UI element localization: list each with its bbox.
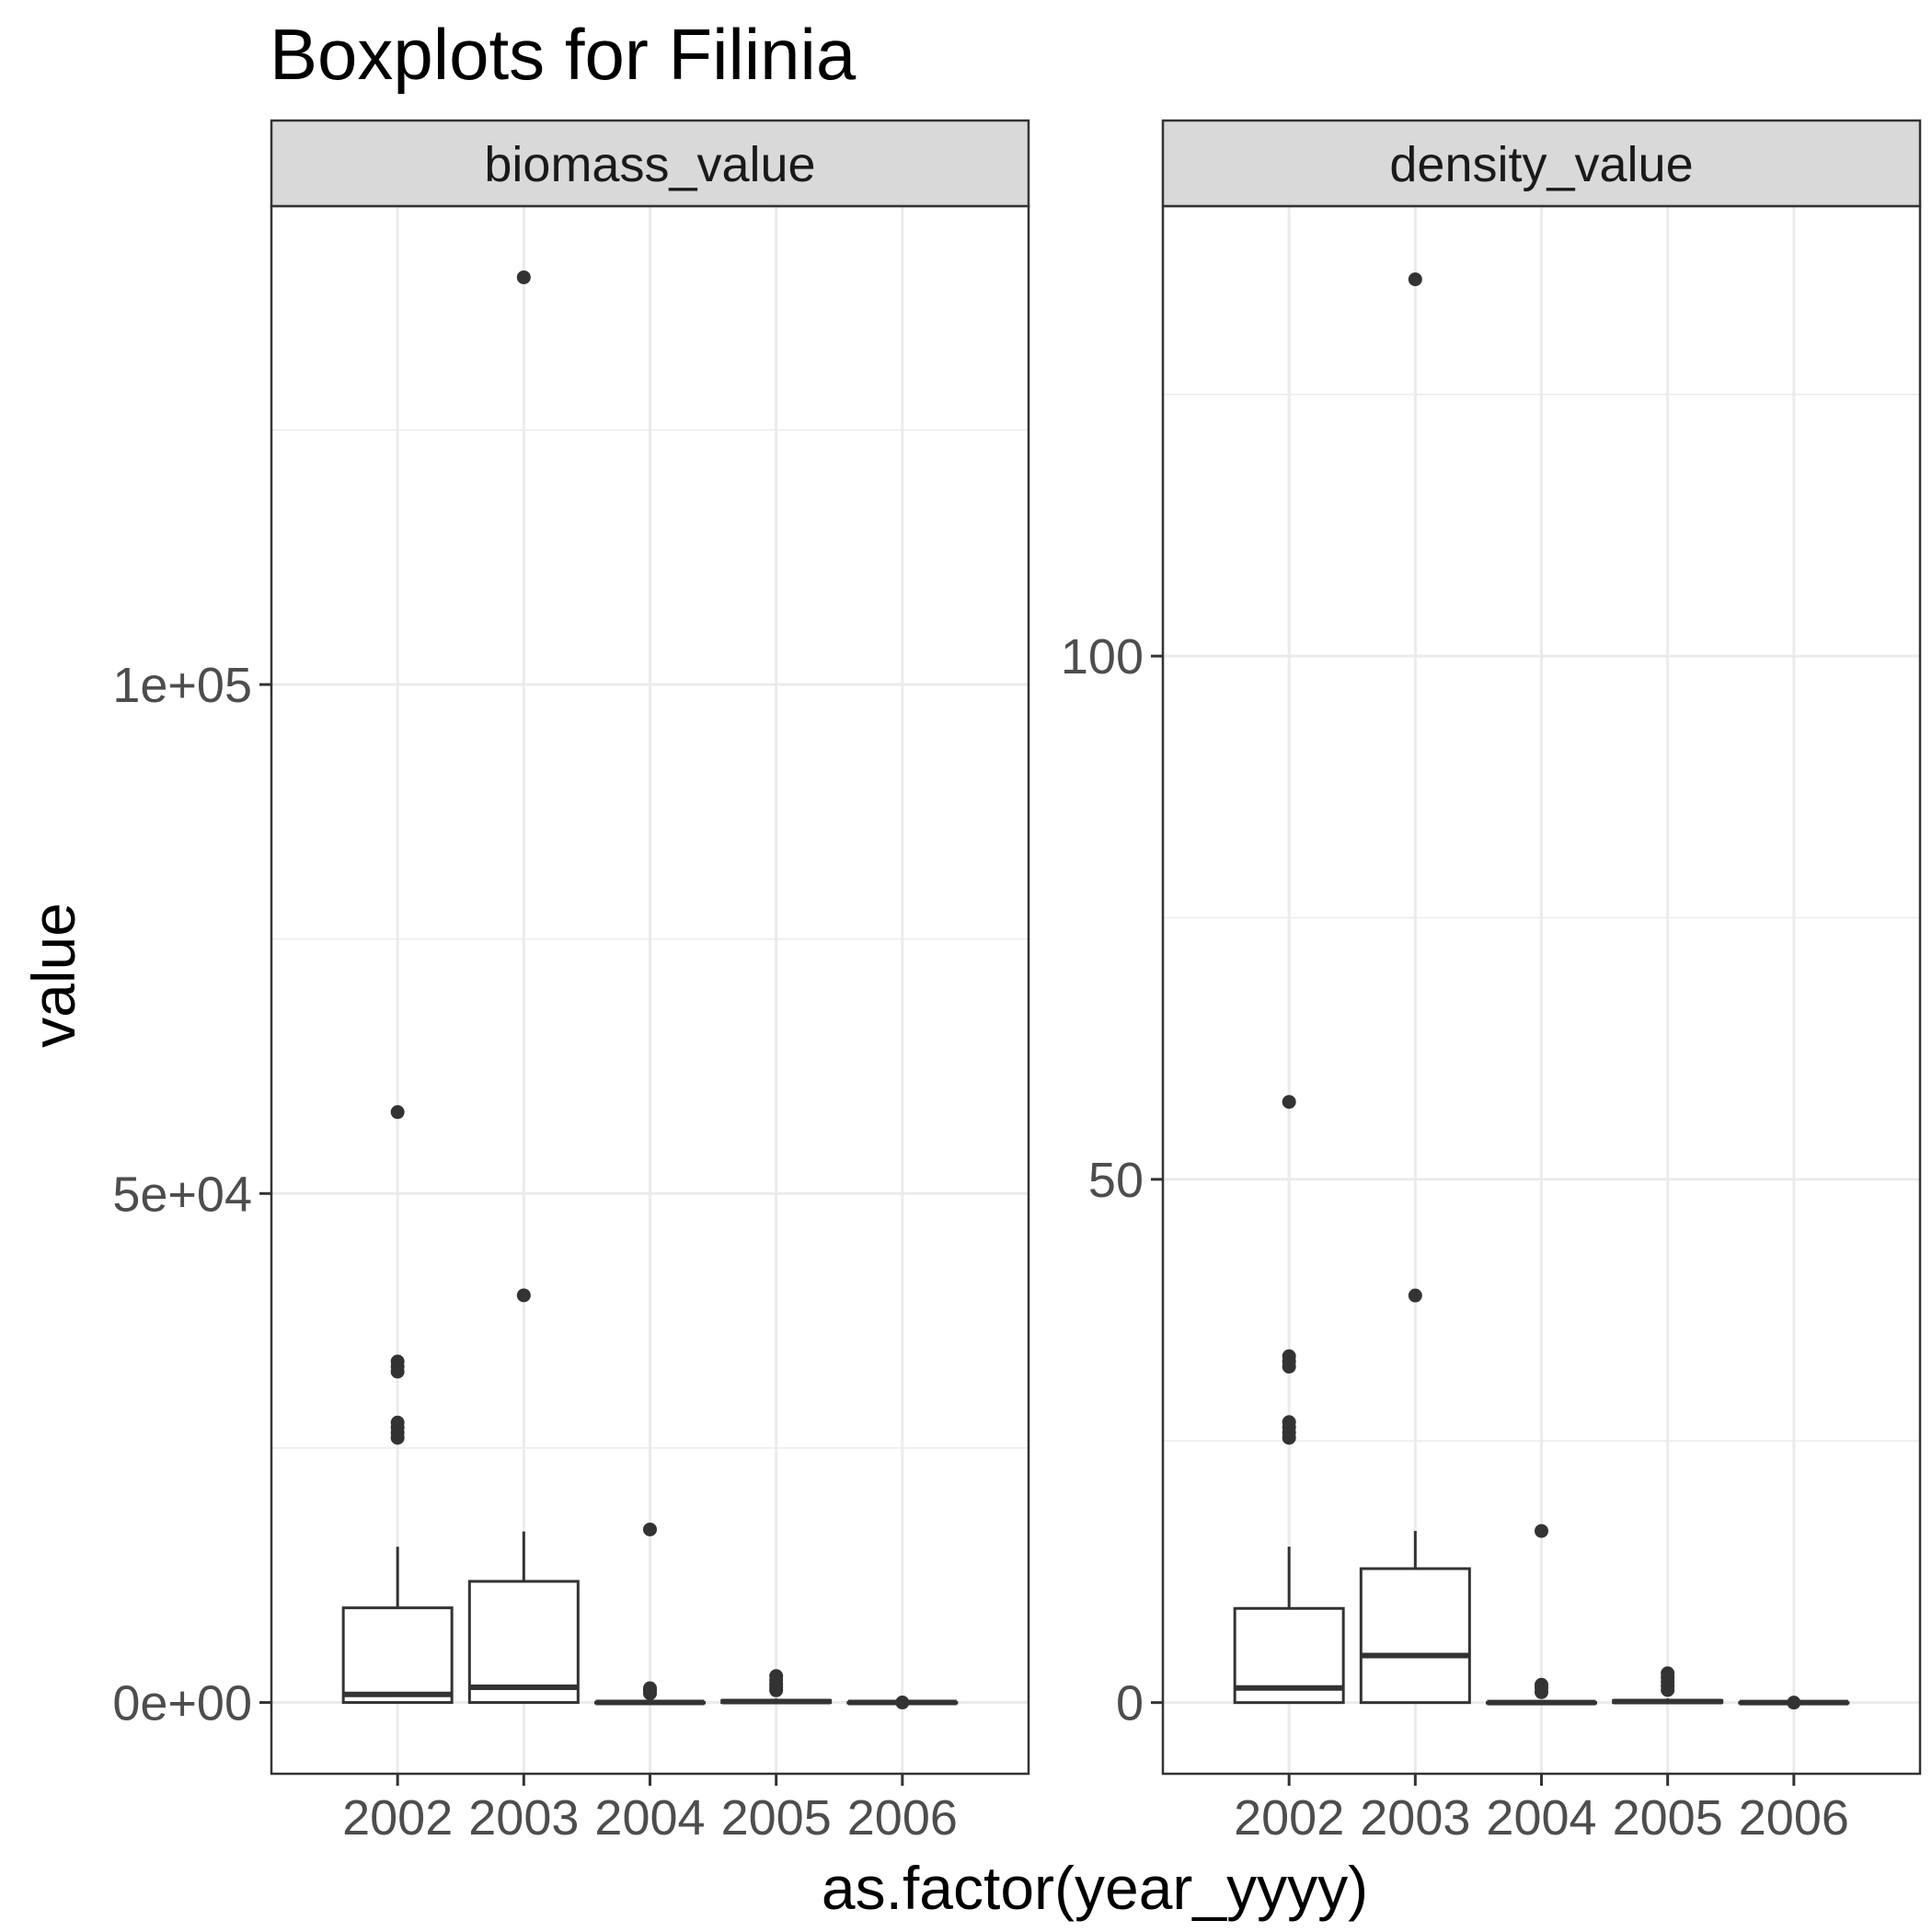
chart-title: Boxplots for Filinia	[270, 14, 857, 95]
facet-strip-label: density_value	[1389, 137, 1693, 192]
outlier-point	[390, 1354, 405, 1369]
box-2005	[1612, 1666, 1724, 1705]
y-tick-label: 1e+05	[112, 658, 252, 713]
box-2002	[341, 1105, 454, 1705]
outlier-point	[1787, 1696, 1801, 1710]
outlier-point	[1661, 1666, 1675, 1681]
outlier-point	[516, 1288, 531, 1303]
outlier-point	[390, 1105, 405, 1120]
outlier-point	[895, 1696, 910, 1710]
box-2004	[1486, 1524, 1597, 1706]
outlier-point	[1282, 1415, 1296, 1430]
outlier-point	[643, 1522, 657, 1536]
x-tick-label: 2005	[721, 1790, 832, 1846]
facet-panels: biomass_value 0e+00 5e+04 1e+05 2002 2003 2004…	[112, 119, 1922, 1846]
outlier-point	[769, 1669, 784, 1684]
outlier-point	[516, 270, 531, 284]
box-2003	[467, 270, 580, 1705]
box-2004	[594, 1522, 706, 1706]
outlier-point	[1282, 1095, 1296, 1110]
facet-strip	[1161, 119, 1922, 208]
box-2006	[1738, 1696, 1850, 1710]
y-tick-label: 100	[1061, 629, 1144, 684]
x-axis-title: as.factor(year_yyyy)	[822, 1854, 1368, 1922]
facet-strip	[270, 119, 1030, 208]
box-2002	[1233, 1095, 1345, 1705]
x-tick-label: 2002	[342, 1790, 453, 1846]
x-tick-label: 2002	[1234, 1790, 1344, 1846]
y-tick-label: 5e+04	[112, 1167, 252, 1222]
y-tick-label: 50	[1088, 1153, 1144, 1208]
y-axis-title: value	[19, 903, 87, 1048]
y-tick-label: 0e+00	[112, 1676, 252, 1731]
facet-panel-density_value: density_value 0 50 100 2002 2003 2004 2005 2006	[1061, 119, 1922, 1846]
outlier-point	[1408, 272, 1422, 287]
box-2003	[1359, 272, 1471, 1705]
box-2005	[720, 1669, 833, 1705]
x-tick-label: 2005	[1613, 1790, 1723, 1846]
facet-strip-label: biomass_value	[484, 137, 815, 192]
x-tick-label: 2003	[1360, 1790, 1470, 1846]
box-rect	[467, 1580, 580, 1705]
outlier-point	[1282, 1349, 1296, 1363]
facet-panel-biomass_value: biomass_value 0e+00 5e+04 1e+05 2002 2003 2004…	[112, 119, 1030, 1846]
x-tick-label: 2004	[594, 1790, 705, 1846]
box-rect	[341, 1606, 454, 1705]
outlier-point	[390, 1415, 405, 1430]
outlier-point	[1408, 1288, 1422, 1303]
x-tick-label: 2004	[1486, 1790, 1596, 1846]
box-rect	[1359, 1567, 1471, 1705]
outlier-point	[1535, 1677, 1548, 1692]
y-tick-label: 0	[1116, 1676, 1144, 1731]
x-tick-label: 2003	[468, 1790, 579, 1846]
outlier-point	[643, 1681, 657, 1696]
x-tick-label: 2006	[847, 1790, 958, 1846]
x-tick-label: 2006	[1739, 1790, 1849, 1846]
outlier-point	[1535, 1524, 1548, 1538]
box-2006	[846, 1696, 959, 1710]
